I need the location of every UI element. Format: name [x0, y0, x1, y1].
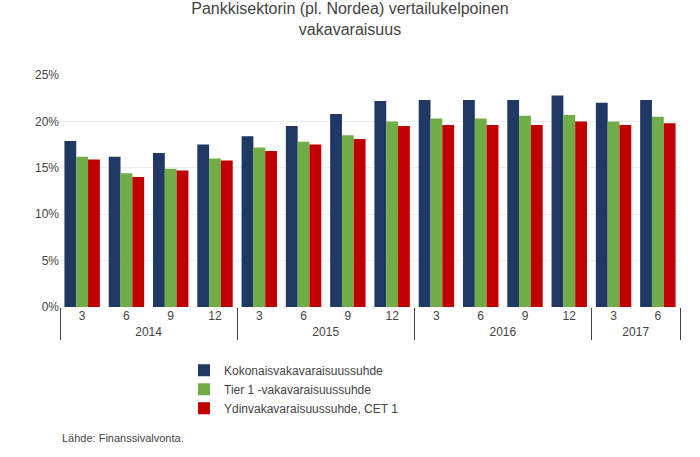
svg-text:9: 9 — [522, 309, 529, 323]
svg-text:2016: 2016 — [490, 325, 517, 339]
svg-text:Lähde: Finanssivalvonta.: Lähde: Finanssivalvonta. — [62, 432, 184, 444]
svg-text:12: 12 — [563, 309, 577, 323]
svg-text:2014: 2014 — [135, 325, 162, 339]
svg-text:6: 6 — [123, 309, 130, 323]
svg-text:6: 6 — [477, 309, 484, 323]
svg-text:2017: 2017 — [622, 325, 649, 339]
svg-text:6: 6 — [300, 309, 307, 323]
svg-text:12: 12 — [385, 309, 399, 323]
svg-text:0%: 0% — [42, 300, 60, 314]
svg-text:3: 3 — [610, 309, 617, 323]
svg-text:5%: 5% — [42, 254, 60, 268]
svg-text:Pankkisektorin (pl. Nordea) ve: Pankkisektorin (pl. Nordea) vertailukelp… — [191, 0, 509, 38]
svg-text:3: 3 — [433, 309, 440, 323]
svg-text:9: 9 — [167, 309, 174, 323]
svg-text:3: 3 — [256, 309, 263, 323]
svg-text:10%: 10% — [35, 207, 59, 221]
svg-text:12: 12 — [208, 309, 222, 323]
svg-text:6: 6 — [655, 309, 662, 323]
svg-text:Ydinvakavaraisuussuhde, CET 1: Ydinvakavaraisuussuhde, CET 1 — [224, 402, 398, 416]
svg-text:15%: 15% — [35, 161, 59, 175]
svg-text:9: 9 — [345, 309, 352, 323]
svg-text:2015: 2015 — [312, 325, 339, 339]
svg-text:25%: 25% — [35, 68, 59, 82]
svg-text:20%: 20% — [35, 115, 59, 129]
svg-text:Tier 1 -vakavaraisuussuhde: Tier 1 -vakavaraisuussuhde — [224, 383, 371, 397]
svg-text:3: 3 — [79, 309, 86, 323]
svg-text:Kokonaisvakavaraisuussuhde: Kokonaisvakavaraisuussuhde — [224, 364, 383, 378]
